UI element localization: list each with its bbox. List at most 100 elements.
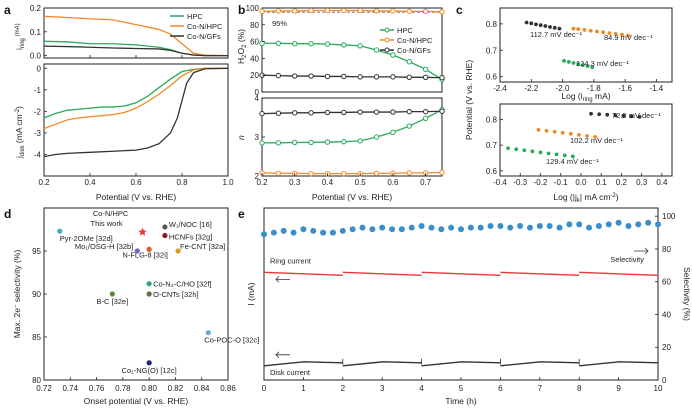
panel-label: a: [4, 3, 11, 17]
x-tick-label: 0.1: [596, 178, 608, 187]
data-point: [292, 139, 298, 146]
y-tick-label: 85: [32, 333, 41, 342]
data-point: [341, 138, 347, 145]
x-tick-label: -1.4: [649, 84, 663, 93]
panel-label: e: [238, 207, 245, 221]
x-tick-label: 0.78: [115, 384, 131, 393]
ring-series-line: [43, 15, 229, 57]
data-point: [534, 22, 538, 27]
data-point: [543, 24, 548, 28]
data-point: [536, 223, 543, 230]
x-tick-label: 5: [459, 384, 464, 393]
data-point: [576, 62, 581, 66]
data-point: [406, 74, 412, 81]
point-label: Co-POC-O [32c]: [204, 336, 259, 345]
legend-label: HPC: [397, 26, 413, 35]
data-point: [571, 26, 576, 31]
y-tick-label: 0.0: [30, 52, 42, 61]
x-tick-label: 0.74: [62, 384, 78, 393]
y-tick-label: 20: [250, 71, 259, 80]
x-tick-label: 8: [577, 384, 582, 393]
x-tick-label: 3: [380, 384, 385, 393]
data-point: [259, 40, 265, 46]
x-tick-label: 0.0: [575, 178, 587, 187]
point-label: N-FLG-8 [32i]: [122, 250, 167, 259]
data-point: [562, 153, 567, 158]
disk-series-line: [43, 67, 228, 119]
data-point: [146, 246, 152, 252]
data-point: [438, 226, 445, 233]
data-point: [585, 133, 589, 138]
data-point: [544, 128, 549, 133]
data-point: [134, 248, 140, 254]
x-tick-label: 0.4: [656, 178, 668, 187]
ring-arrow: [275, 276, 290, 283]
x-axis-label: Time (h): [445, 396, 476, 406]
x-axis-label: Potential (V vs. RHE): [312, 192, 392, 202]
ring-current-label: Ring current: [270, 256, 312, 265]
data-point: [162, 224, 168, 230]
x-tick-label: 0.82: [168, 384, 184, 393]
legend-marker: [384, 47, 390, 53]
data-point: [308, 110, 314, 116]
data-point: [522, 148, 527, 153]
h2o2-axes: [261, 7, 443, 93]
data-point: [146, 281, 152, 287]
data-point: [357, 109, 363, 115]
data-point: [497, 223, 504, 230]
data-point: [324, 73, 331, 80]
data-point: [595, 223, 602, 230]
data-point: [571, 61, 576, 65]
x-tick-label: 0.7: [420, 178, 432, 187]
point-label: Co-N/HPC: [93, 209, 129, 218]
y-tick-label: 3: [255, 133, 260, 142]
data-point: [593, 135, 598, 139]
point-sublabel: This work: [91, 219, 123, 228]
data-point: [341, 73, 347, 80]
data-point: [538, 23, 543, 28]
legend-label: HPC: [187, 12, 203, 21]
y-tick-label: 80: [32, 376, 41, 385]
reference-annotation: 95%: [272, 19, 287, 28]
h2o2-series-line: [262, 42, 443, 80]
data-point: [373, 109, 380, 115]
x-tick-label: 0.4: [322, 178, 334, 187]
data-point: [390, 74, 396, 80]
data-point: [613, 113, 618, 118]
data-point: [560, 130, 565, 135]
data-point: [422, 115, 429, 121]
data-point: [418, 223, 425, 230]
data-point: [625, 223, 632, 230]
data-point: [467, 224, 474, 231]
tafel-ring-axes: [499, 7, 673, 83]
panel-label: c: [456, 3, 463, 17]
data-point: [536, 127, 541, 132]
data-point: [275, 8, 282, 14]
y-tick-label: 0.6: [486, 167, 498, 176]
point-label: W₁/NOC [16]: [169, 220, 212, 229]
x-tick-label: 0.6: [130, 178, 142, 187]
y-axis-label: Max. 2e− selectivity (%): [12, 250, 22, 339]
x-tick-label: 0.76: [89, 384, 105, 393]
y-tick-label: 100: [662, 212, 676, 221]
y-axis-label: jdisk (mA cm-2): [14, 106, 26, 159]
star-marker: [138, 227, 147, 236]
data-point: [261, 231, 267, 238]
data-point: [422, 8, 429, 15]
data-point: [292, 41, 298, 47]
data-point: [359, 224, 366, 231]
y-tick-label: 40: [250, 54, 259, 63]
x-tick-label: 6: [498, 384, 503, 393]
x-tick-label: 0.2: [38, 178, 50, 187]
data-point: [259, 110, 265, 117]
x-tick-label: 0.2: [256, 178, 268, 187]
disk-series-line: [43, 67, 229, 158]
x-tick-label: 4: [419, 384, 424, 393]
data-point: [595, 29, 599, 34]
x-tick-label: 2: [341, 384, 346, 393]
x-tick-label: -0.4: [493, 178, 507, 187]
data-point: [580, 63, 585, 67]
x-tick-label: 0.4: [84, 178, 96, 187]
data-point: [621, 113, 626, 118]
data-point: [373, 47, 380, 53]
